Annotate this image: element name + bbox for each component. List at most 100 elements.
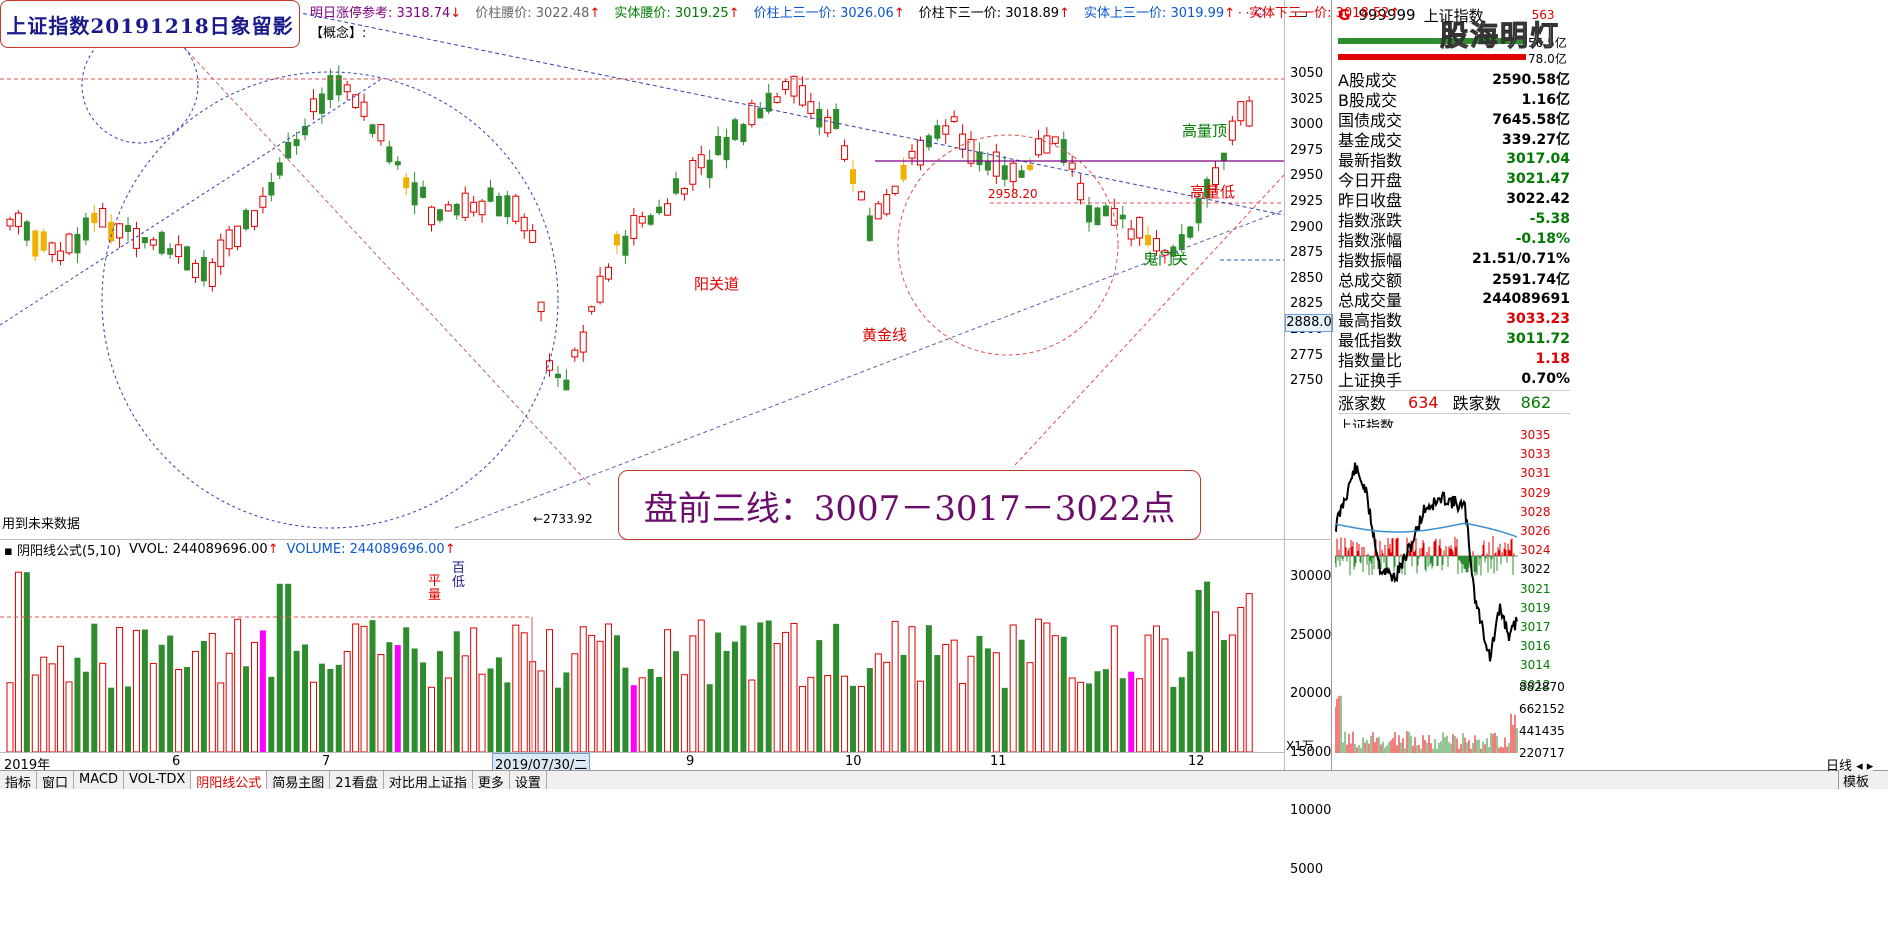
volume-bar: [841, 675, 849, 753]
volume-bar: [428, 686, 435, 753]
stat-row: 指数涨幅 -0.18%: [1338, 231, 1570, 250]
tab-0[interactable]: 指标: [0, 771, 38, 791]
volume-bar: [40, 656, 48, 753]
candle-body: [352, 94, 360, 109]
vvol-value: VVOL: 244089696.00: [129, 541, 268, 557]
info-item-1: 价柱腰价: 3022.48↑: [475, 5, 601, 21]
volume-bar: [285, 583, 292, 752]
tab-5[interactable]: 简易主图: [267, 771, 331, 791]
candle-body: [1152, 238, 1160, 252]
candle-body: [866, 215, 873, 241]
golden-line-label: 黄金线: [862, 326, 908, 344]
volume-bar: [132, 629, 140, 753]
candle-body: [925, 135, 932, 148]
tab-6[interactable]: 21看盘: [330, 771, 384, 791]
candle-body: [1136, 216, 1144, 239]
diamond-icon[interactable]: ◇: [1255, 4, 1266, 20]
candle-body: [208, 261, 216, 287]
tab-3[interactable]: VOL-TDX: [124, 771, 192, 789]
stock-header: G 999999 上证指数 563: [1338, 2, 1555, 28]
advance-count: 634: [1408, 392, 1439, 412]
market-badge: G: [1338, 6, 1351, 24]
mini-price-line: [1335, 462, 1518, 662]
candle-body: [1102, 205, 1109, 217]
period-tab-daily[interactable]: 日线 ◂ ▸: [1826, 759, 1874, 774]
candle-body: [243, 209, 250, 230]
price-tick: 2850: [1290, 270, 1324, 286]
volume-bar: [579, 626, 587, 753]
candle-body: [420, 186, 427, 198]
vol-indicator-name[interactable]: ▪ 阴阳线公式(5,10): [4, 543, 122, 559]
volume-bar: [563, 672, 570, 752]
intraday-mini-chart[interactable]: [1335, 428, 1570, 753]
date-label: 12: [1188, 754, 1205, 769]
volume-bar: [866, 668, 873, 752]
volume-bar: [125, 686, 132, 752]
candle-body: [6, 218, 14, 227]
volume-value: VOLUME: 244089696.00: [286, 541, 445, 557]
tab-2[interactable]: MACD: [74, 771, 124, 789]
info-item-5: 实体上三一价: 3019.99↑: [1083, 5, 1236, 21]
volume-bar: [850, 685, 856, 752]
candle-body: [1018, 170, 1025, 178]
tab-4[interactable]: 阴阳线公式: [191, 771, 268, 791]
candle-body: [874, 203, 882, 220]
concept-label: 【概念】:: [310, 26, 367, 41]
volume-bar: [874, 653, 882, 753]
candle-body: [293, 139, 300, 147]
volume-bar: [444, 677, 452, 753]
volume-bar: [394, 645, 401, 752]
yang-pass-label: 阳关道: [694, 275, 740, 293]
volume-bar: [149, 662, 157, 753]
candle-body: [360, 101, 368, 117]
volume-bar: [360, 625, 368, 753]
candle-body: [1110, 207, 1118, 226]
ghost-gate-label: 鬼门关: [1143, 250, 1189, 268]
tab-7[interactable]: 对比用上证指: [384, 771, 473, 791]
buy-sell-bar-green: [1338, 38, 1526, 44]
volume-bar: [1228, 634, 1236, 753]
volume-bar: [1128, 671, 1135, 752]
tab-9[interactable]: 设置: [510, 771, 547, 791]
stat-row: 最新指数 3017.04: [1338, 151, 1570, 170]
candle-body: [950, 116, 958, 122]
candle-body: [74, 233, 81, 254]
tab-8[interactable]: 更多: [473, 771, 510, 791]
volume-bar: [1211, 611, 1219, 753]
tab-1[interactable]: 窗口: [37, 771, 75, 791]
volume-bar: [200, 641, 207, 752]
candle-body: [1195, 198, 1202, 224]
volume-bar: [1144, 634, 1152, 753]
volume-bar: [1195, 589, 1202, 752]
volume-bar: [824, 674, 832, 753]
volume-bar: [689, 635, 697, 753]
candle-body: [108, 221, 115, 242]
candle-body: [394, 161, 401, 166]
candle-body: [167, 248, 174, 255]
mini-price-tick: 3014: [1520, 658, 1551, 673]
candle-body: [1245, 100, 1253, 127]
volume-bar: [816, 640, 823, 752]
volume-bar: [605, 623, 613, 753]
volume-bar: [1187, 651, 1194, 752]
candle-body: [984, 160, 991, 171]
volume-bar: [99, 662, 107, 753]
candle-body: [1127, 228, 1135, 240]
volume-bar: [48, 663, 56, 753]
volume-bar: [833, 623, 840, 752]
candle-body: [191, 262, 199, 278]
date-label: 2019年: [4, 758, 51, 773]
stat-row: A股成交 2590.58亿: [1338, 71, 1570, 90]
candle-body: [436, 209, 443, 221]
stat-row: 最低指数 3011.72: [1338, 331, 1570, 350]
candle-body: [470, 201, 478, 213]
advance-decline-row: 涨家数 634 跌家数 862: [1338, 390, 1570, 414]
volume-bar: [1152, 625, 1160, 753]
template-button[interactable]: 模板: [1838, 770, 1874, 790]
price-tick: 2900: [1290, 219, 1324, 235]
minimize-icon[interactable]: ▭: [1293, 4, 1308, 22]
volume-bar: [588, 634, 596, 753]
premarket-signal-box: 盘前三线：3007－3017－3022点: [618, 470, 1201, 540]
trend-line-left: [0, 79, 381, 326]
volume-bar: [420, 662, 427, 752]
